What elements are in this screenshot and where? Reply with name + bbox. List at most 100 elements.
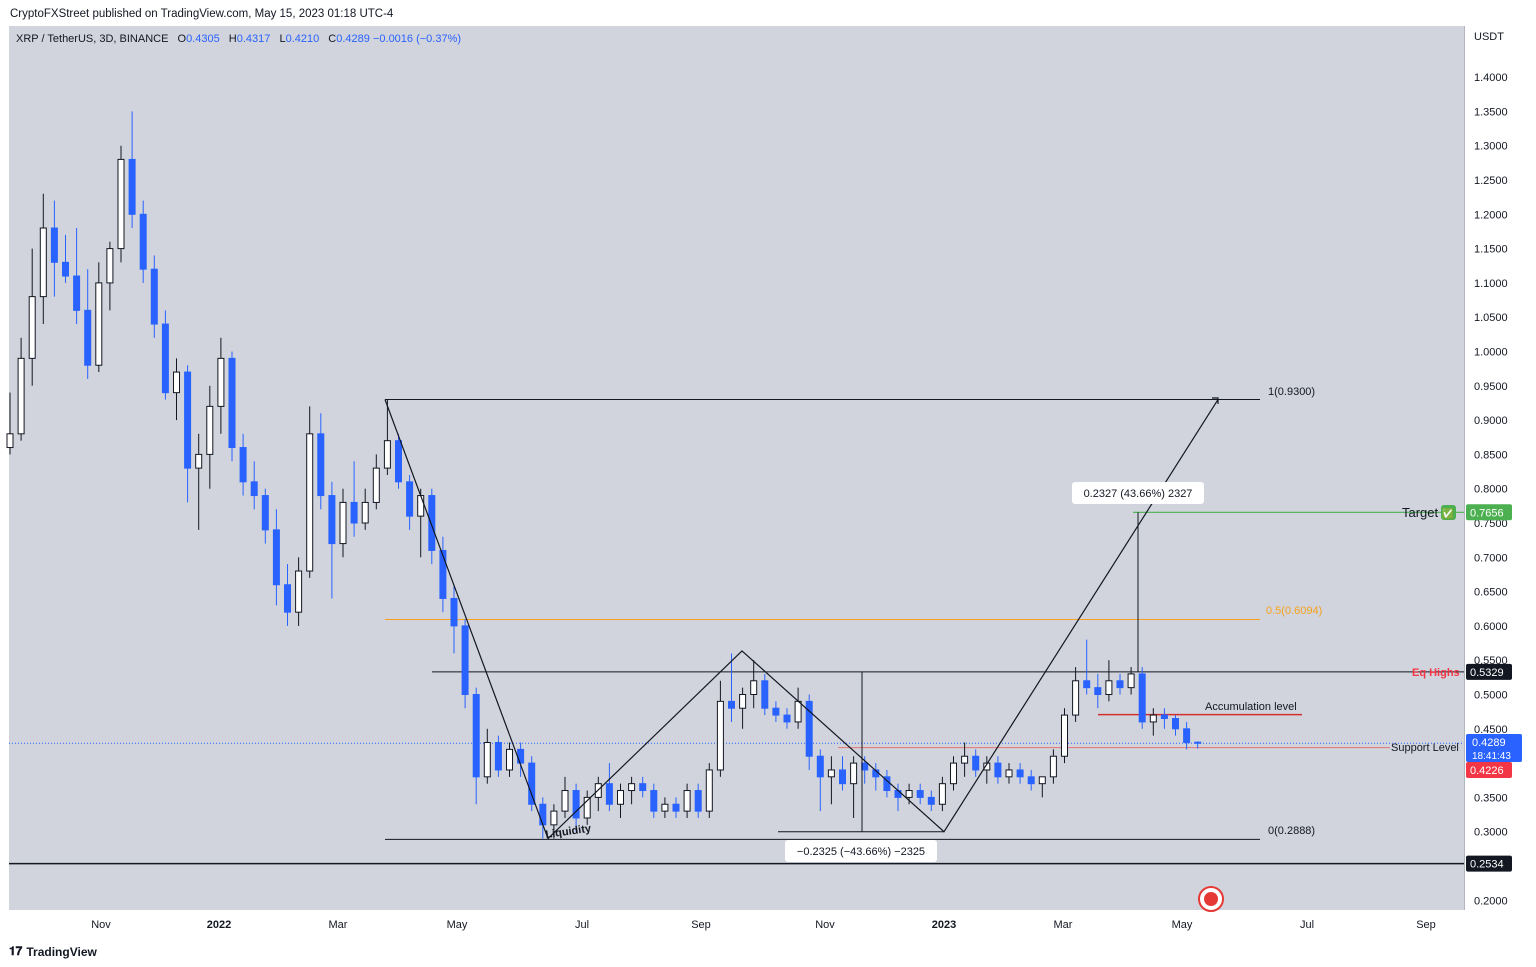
y-tick-label: 1.0000 [1474, 347, 1508, 359]
candle-body [1016, 769, 1024, 778]
candle-body [472, 694, 480, 778]
candle-body [861, 762, 869, 771]
y-tick-label: 0.9500 [1474, 381, 1508, 393]
candle-body [694, 790, 702, 812]
candle-body [383, 440, 391, 469]
candle-body [350, 501, 358, 524]
candle-body [284, 584, 291, 613]
x-tick-label: Sep [691, 919, 711, 931]
measure-down-label: −0.2325 (−43.66%) −2325 [797, 846, 925, 858]
eq-highs-price-tag-box [1466, 663, 1512, 680]
last-price-tag: 0.4289 [1472, 737, 1506, 749]
x-tick-label: Nov [815, 919, 835, 931]
target-check: ✅ [1442, 507, 1454, 520]
candle-body [272, 529, 280, 586]
candle-body [761, 680, 769, 709]
candle-body [916, 790, 924, 798]
candle-body [361, 501, 369, 524]
y-tick-label: 1.3500 [1474, 106, 1508, 118]
candle-body [583, 796, 591, 819]
candle-body [839, 769, 846, 785]
candle-body [206, 405, 214, 455]
candle-body [1116, 680, 1124, 689]
candle-body [1183, 728, 1191, 744]
candle-body [195, 453, 203, 469]
time-scale[interactable] [9, 910, 1464, 936]
y-tick-label: 0.9000 [1474, 415, 1508, 427]
candle-body [683, 790, 691, 812]
candle-body [672, 803, 680, 812]
candle-body [428, 495, 436, 551]
fib-0-label: 0(0.2888) [1268, 825, 1315, 837]
candle-body [117, 158, 125, 250]
candle-body [1061, 714, 1068, 757]
candle-body [28, 296, 36, 359]
candle-body [550, 810, 558, 826]
candle-body [328, 495, 336, 545]
candle-body [827, 769, 835, 778]
fib-1-label: 1(0.9300) [1268, 386, 1315, 398]
candle-body [1005, 769, 1013, 778]
y-tick-label: 0.8000 [1474, 484, 1508, 496]
candle-body [561, 790, 569, 812]
candle-body [539, 803, 547, 826]
candle-body [1105, 680, 1113, 696]
y-tick-label: 1.3000 [1474, 141, 1508, 153]
support-price-tag: 0.4226 [1470, 765, 1504, 777]
y-tick-label: 0.6500 [1474, 587, 1508, 599]
candle-body [406, 481, 414, 517]
candle-body [150, 268, 158, 325]
y-tick-label: 0.2000 [1474, 895, 1508, 907]
candle-body [461, 625, 469, 696]
candle-body [816, 755, 824, 778]
x-tick-label: 2022 [207, 919, 231, 931]
tv-logo-icon: 𝟏𝟕 [9, 944, 23, 958]
candle-body [139, 213, 147, 270]
legend-symbol: XRP / TetherUS, 3D, BINANCE [16, 33, 169, 45]
chart-pane[interactable] [9, 26, 1464, 910]
x-tick-label: Nov [91, 919, 111, 931]
candle-body [661, 803, 669, 812]
legend-low-label: L [279, 33, 286, 45]
candle-body [972, 755, 980, 771]
legend-close: 0.4289 [336, 33, 370, 45]
candle-body [395, 440, 402, 483]
candle-body [39, 227, 47, 298]
candle-body [217, 357, 225, 407]
candle-body [805, 700, 813, 757]
x-tick-label: May [1172, 919, 1193, 931]
candle-body [961, 755, 969, 764]
currency-label: USDT [1474, 31, 1504, 43]
x-tick-label: Sep [1416, 919, 1436, 931]
measure-up-label: 0.2327 (43.66%) 2327 [1084, 488, 1193, 500]
candle-body [494, 742, 502, 771]
x-tick-label: Jul [575, 919, 589, 931]
candle-body [62, 261, 69, 277]
y-tick-label: 0.3000 [1474, 827, 1508, 839]
candle-body [50, 227, 58, 263]
flag-icon-inner [1204, 892, 1218, 906]
candle-body [483, 742, 491, 778]
x-tick-label: Mar [329, 919, 348, 931]
eq-highs-price-tag: 0.5329 [1470, 667, 1504, 679]
candle-body [994, 762, 1002, 778]
publisher-line: CryptoFXStreet published on TradingView.… [10, 8, 394, 20]
accumulation-label: Accumulation level [1205, 701, 1297, 713]
candle-body [938, 783, 946, 805]
candle-body [639, 783, 647, 792]
candle-body [95, 282, 103, 366]
legend-open-label: O [177, 33, 187, 45]
candle-body [716, 700, 724, 771]
candle-body [605, 783, 613, 805]
y-tick-label: 1.2500 [1474, 175, 1508, 187]
candle-body [728, 700, 735, 709]
candle-body [317, 433, 325, 497]
base-price-tag: 0.2534 [1470, 859, 1504, 871]
candle-body [772, 707, 780, 716]
candle-body [184, 371, 192, 469]
candle-body [250, 481, 258, 497]
measure-down-box [785, 840, 937, 862]
y-tick-label: 0.6000 [1474, 621, 1508, 633]
legend-high-label: H [228, 33, 237, 45]
footer: 𝟏𝟕 TradingView [9, 944, 97, 959]
